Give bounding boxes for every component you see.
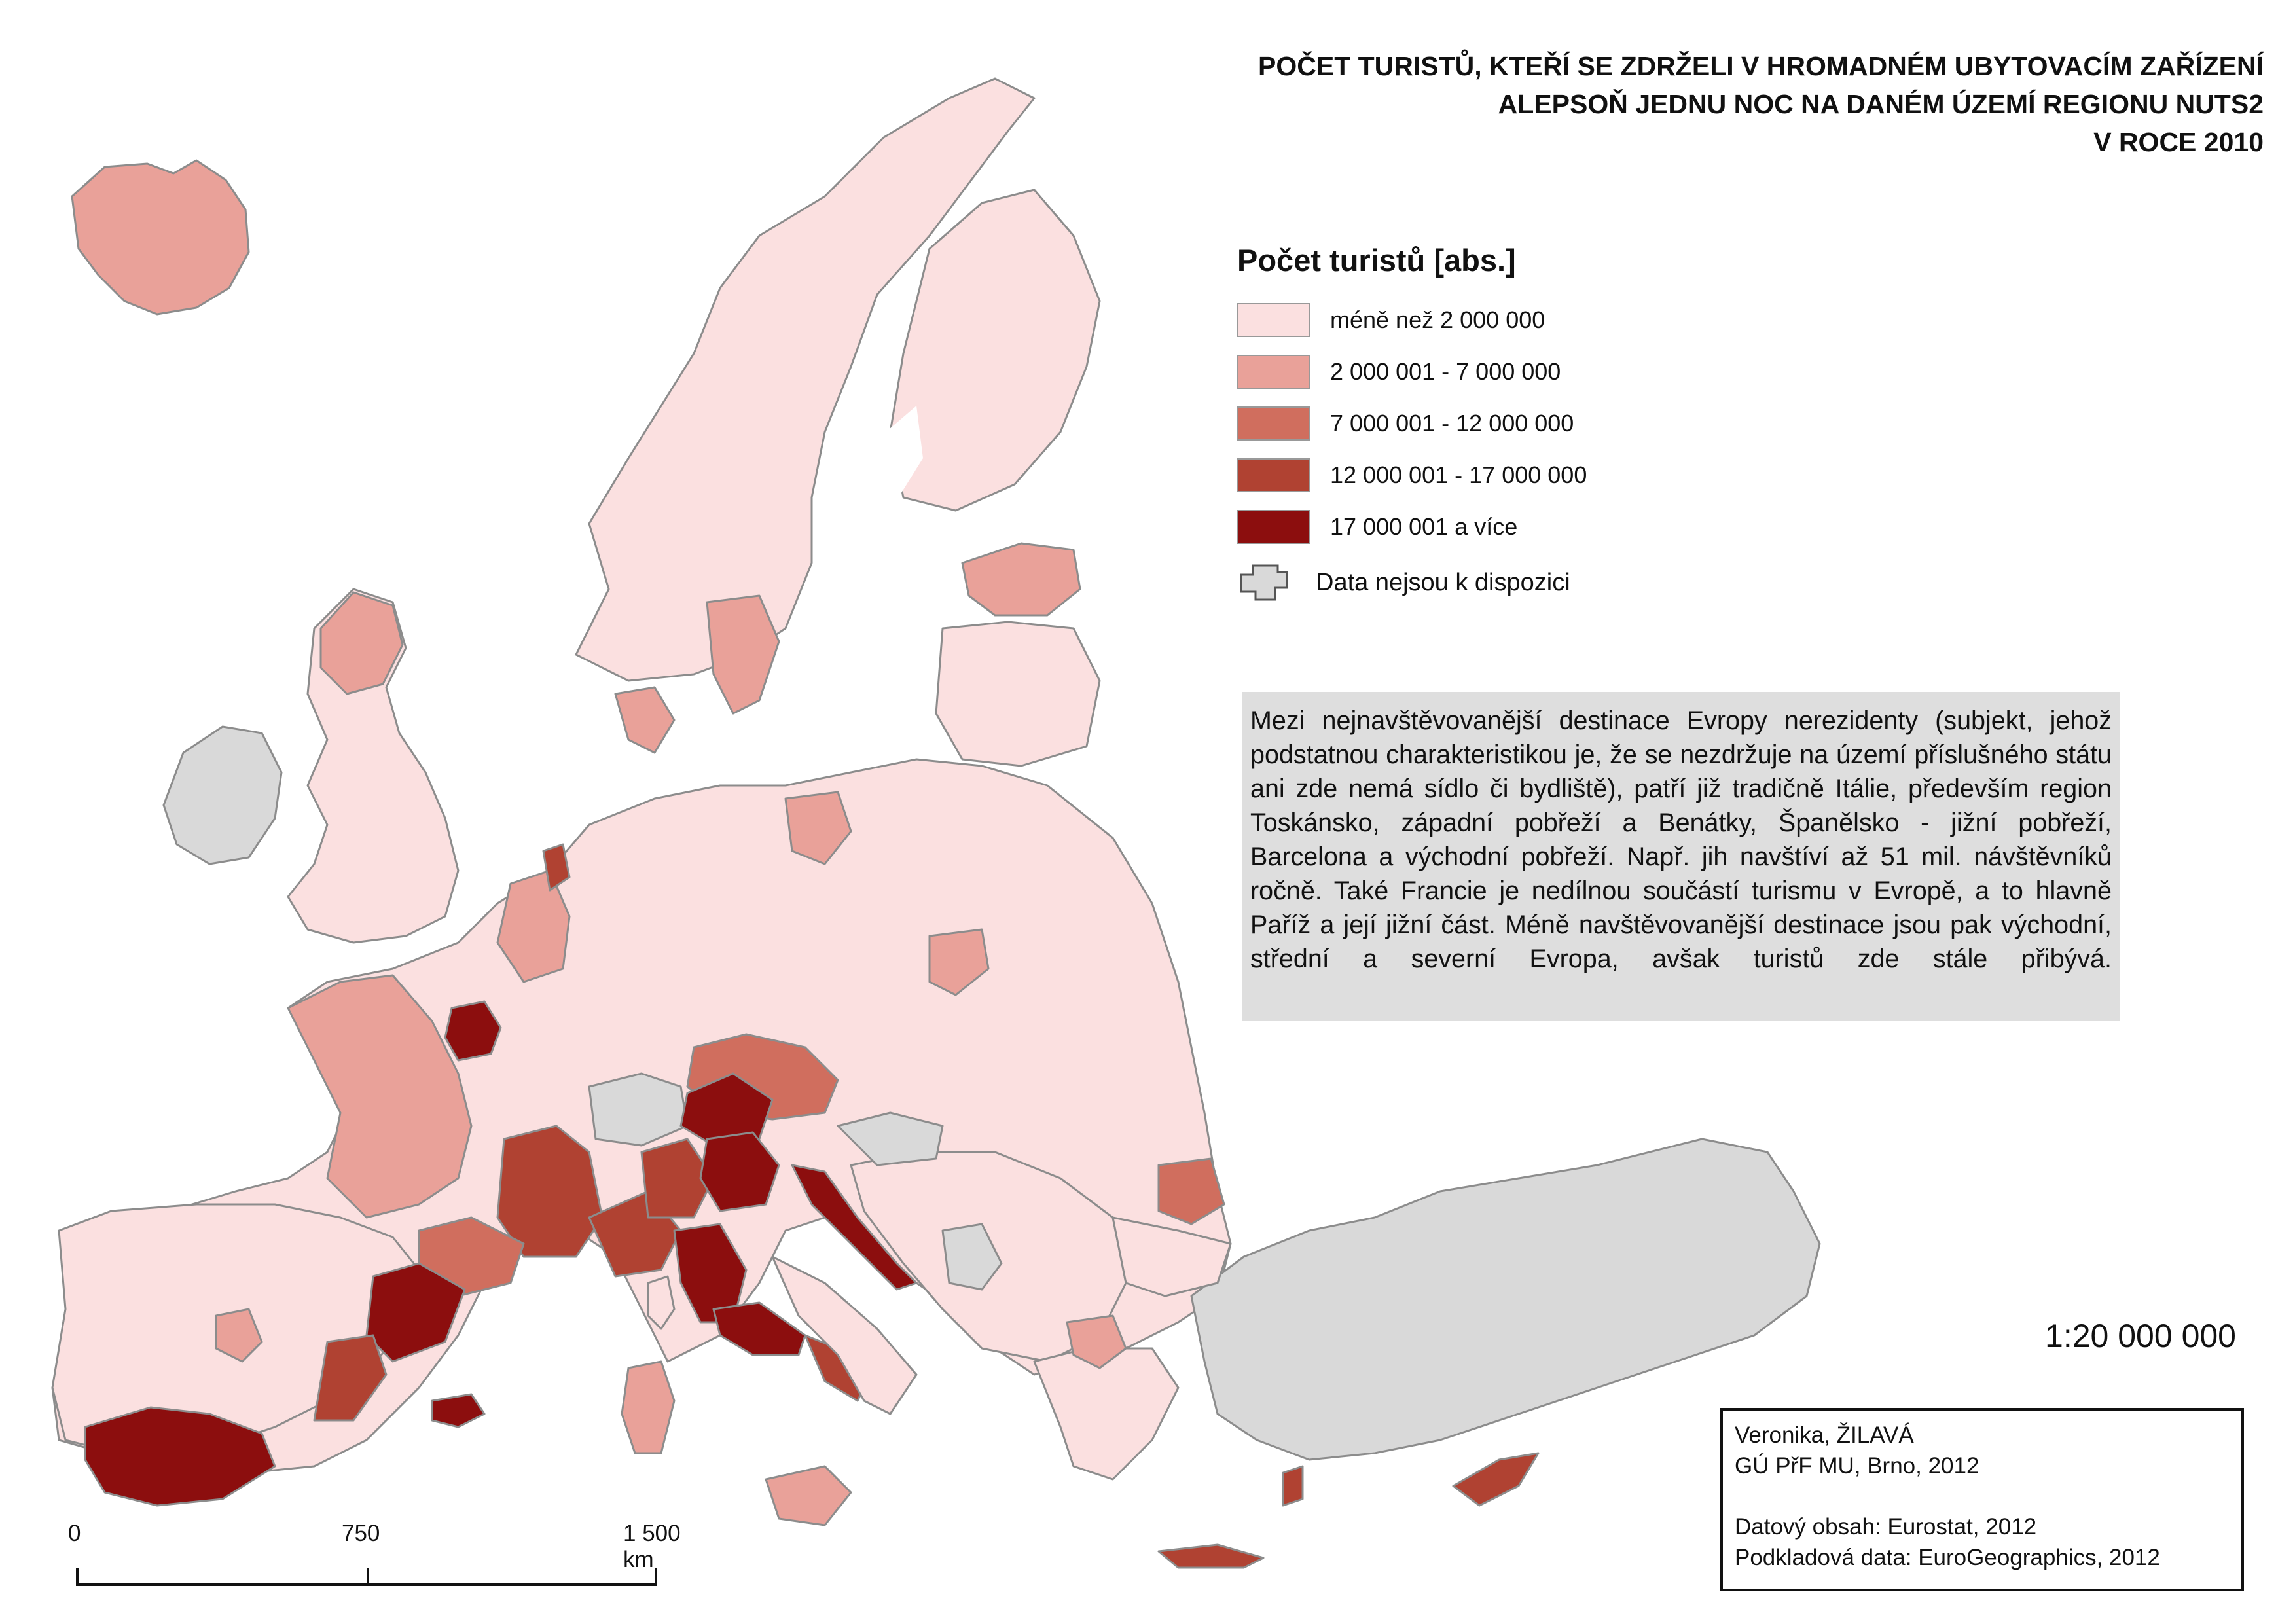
legend-item-no-data: Data nejsou k dispozici [1237,562,1826,604]
legend-title: Počet turistů [abs.] [1237,243,1516,278]
legend-item-class-1: méně než 2 000 000 [1237,303,1826,337]
region-bulgaria [1111,1216,1232,1297]
legend-label-class-4: 12 000 001 - 17 000 000 [1330,461,1587,488]
map-title-line-2: ALEPSOŇ JEDNU NOC NA DANÉM ÚZEMÍ REGIONU… [1498,89,2264,119]
region-norway-sw [614,686,676,754]
region-turkey [1190,1138,1821,1461]
credits-author: Veronika, ŽILAVÁ [1735,1422,1914,1448]
region-sweden-south [706,594,780,715]
scale-tick-0 [76,1568,79,1586]
region-veneto [699,1131,780,1212]
info-note: Mezi nejnavštěvovanější destinace Evropy… [1242,692,2120,1021]
credits-box: Veronika, ŽILAVÁ GÚ PřF MU, Brno, 2012 D… [1720,1408,2244,1591]
region-balearic [431,1393,486,1428]
region-slovenia-hungary [837,1111,944,1166]
scale-ratio: 1:20 000 000 [2045,1318,2236,1354]
region-central-macedonia [1066,1314,1127,1369]
legend: Počet turistů [abs.] méně než 2 000 000 … [1237,242,1826,604]
map-title-line-3: V ROCE 2010 [2093,127,2264,157]
region-south-aegean [1282,1465,1304,1507]
legend-swatch-class-5 [1237,510,1310,544]
map-title-line-1: POČET TURISTŮ, KTEŘÍ SE ZDRŽELI V HROMAD… [1258,51,2264,81]
region-romania-south [1157,1157,1225,1225]
legend-item-class-4: 12 000 001 - 17 000 000 [1237,458,1826,492]
region-rhone-alpes [496,1125,604,1258]
region-scandinavia [575,77,1036,682]
region-iceland [71,159,250,316]
scale-label-750: 750 [342,1521,380,1546]
region-corsica [647,1275,676,1330]
region-ireland [162,725,283,865]
legend-label-class-1: méně než 2 000 000 [1330,306,1545,333]
region-pomerania [784,791,852,865]
scale-label-0: 0 [68,1521,81,1546]
region-madrid [215,1308,263,1363]
region-lombardy [640,1138,715,1219]
legend-label-class-2: 2 000 001 - 7 000 000 [1330,358,1561,385]
legend-item-class-3: 7 000 001 - 12 000 000 [1237,406,1826,441]
legend-item-class-5: 17 000 001 a více [1237,510,1826,544]
region-croatia-adriatic [791,1164,918,1291]
region-cyprus [1452,1452,1540,1507]
region-south-italy [771,1255,918,1415]
scale-tick-750 [367,1568,369,1586]
region-scotland [319,591,404,695]
legend-label-class-5: 17 000 001 a více [1330,513,1518,540]
scale-label-1500: 1 500 km [623,1521,681,1572]
legend-swatch-class-2 [1237,355,1310,389]
region-greece [1033,1347,1180,1481]
region-andalusia [84,1406,276,1507]
credits-institution: GÚ PřF MU, Brno, 2012 [1735,1453,1979,1479]
region-serbia [941,1223,1003,1291]
region-crete [1157,1543,1265,1569]
scale-tick-1500 [655,1568,657,1586]
legend-swatch-class-3 [1237,406,1310,441]
region-finland [889,189,1101,512]
scale-bar: 0 750 1 500 km [60,1521,689,1606]
region-lazio [712,1301,806,1356]
legend-label-no-data: Data nejsou k dispozici [1316,568,1570,596]
legend-swatch-class-4 [1237,458,1310,492]
region-malopolska [928,928,990,996]
region-estonia [961,542,1081,617]
map-title: POČET TURISTŮ, KTEŘÍ SE ZDRŽELI V HROMAD… [823,47,2264,161]
region-valencia [313,1334,388,1422]
legend-item-class-2: 2 000 001 - 7 000 000 [1237,355,1826,389]
region-tyrol [679,1072,774,1147]
region-baltics [935,621,1101,767]
region-sardinia [621,1360,676,1454]
region-france-west [287,974,473,1219]
region-amsterdam [542,843,571,892]
region-paris [444,1000,502,1062]
sea-baltic [786,406,923,746]
credits-data-source: Datový obsah: Eurostat, 2012 [1735,1514,2037,1540]
no-data-polygon-icon [1240,564,1288,601]
legend-swatch-class-1 [1237,303,1310,337]
legend-label-class-3: 7 000 001 - 12 000 000 [1330,410,1574,437]
region-sicily [765,1465,852,1526]
credits-base-data: Podkladová data: EuroGeographics, 2012 [1735,1545,2160,1570]
